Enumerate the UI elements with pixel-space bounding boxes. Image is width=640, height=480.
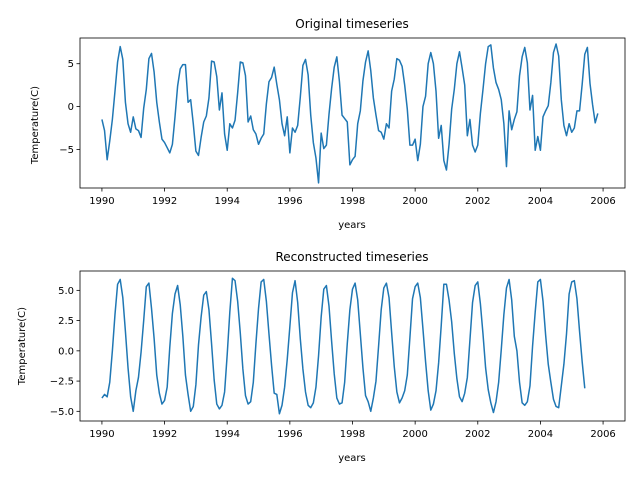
x-tick-label: 1992 (152, 196, 177, 207)
x-tick-label: 2006 (590, 196, 615, 207)
x-tick-label: 2006 (590, 429, 615, 440)
x-tick-label: 2000 (402, 429, 427, 440)
original-timeseries-chart: Original timeseries 1990 1992 1994 1996 1998… (30, 17, 626, 231)
y-tick-label: 5 (68, 59, 74, 70)
x-tick-label: 1990 (89, 196, 114, 207)
chart-title: Original timeseries (295, 17, 408, 31)
series-line (101, 43, 599, 184)
x-tick-label: 1994 (214, 196, 239, 207)
x-tick-label: 1998 (340, 429, 365, 440)
x-tick-label: 2002 (465, 196, 490, 207)
chart-title: Reconstructed timeseries (276, 250, 429, 264)
x-tick-label: 2000 (402, 196, 427, 207)
y-tick-label: 5.0 (58, 286, 74, 297)
x-tick-label: 1990 (89, 429, 114, 440)
x-axis-label: years (338, 220, 366, 231)
y-tick-label: −5 (59, 145, 74, 156)
x-tick-label: 1996 (277, 429, 302, 440)
x-tick-label: 1994 (214, 429, 239, 440)
x-tick-label: 2002 (465, 429, 490, 440)
series-line (101, 277, 586, 415)
y-tick-label: 2.5 (58, 316, 74, 327)
x-tick-label: 1998 (340, 196, 365, 207)
x-tick-label: 1992 (152, 429, 177, 440)
x-tick-label: 1996 (277, 196, 302, 207)
y-tick-label: 0 (68, 102, 74, 113)
x-tick-label: 2004 (528, 196, 553, 207)
x-axis-label: years (338, 453, 366, 464)
y-tick-label: −5.0 (50, 407, 74, 418)
y-axis-label: Temperature(C) (30, 86, 41, 165)
x-tick-label: 2004 (528, 429, 553, 440)
reconstructed-timeseries-chart: Reconstructed timeseries 1990 1992 1994 199… (17, 250, 626, 464)
y-axis-label: Temperature(C) (17, 307, 28, 386)
y-tick-label: 0.0 (58, 346, 74, 357)
y-tick-label: −2.5 (50, 377, 74, 388)
